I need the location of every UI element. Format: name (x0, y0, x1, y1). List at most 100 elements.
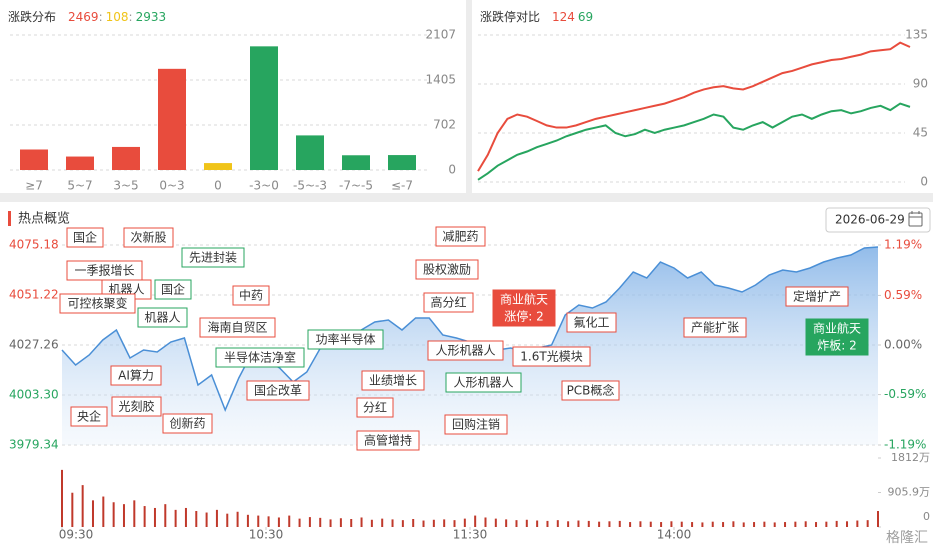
hot-tag: 机器人 (137, 307, 188, 328)
hot-tag: 氟化工 (566, 312, 617, 333)
volume-bar (339, 518, 342, 527)
y-tick-label: 1405 (425, 72, 456, 86)
y-tick-label: 2107 (425, 28, 456, 42)
tag-box (232, 285, 270, 306)
tag-text: 炸板: 2 (817, 339, 857, 353)
bar (204, 163, 232, 170)
volume-bar (61, 469, 63, 527)
volume-bar (288, 515, 291, 527)
volume-bar (680, 521, 683, 527)
hot-tag: 功率半导体 (307, 329, 384, 350)
tag-text: 国企改革 (254, 383, 302, 398)
tag-text: 人形机器人 (453, 376, 513, 390)
tag-text: 定增扩产 (793, 289, 841, 304)
tag-box (512, 346, 591, 367)
tag-text: 股权激励 (423, 263, 471, 277)
tag-box (683, 317, 747, 338)
hot-tag: 分红 (356, 397, 394, 418)
separator: : (99, 10, 103, 24)
tag-box (181, 247, 245, 268)
hot-tag: 国企 (154, 279, 192, 300)
hot-tag: 股权激励 (415, 259, 479, 280)
hot-tag: 光刻胶 (111, 396, 162, 417)
volume-bar (164, 504, 167, 527)
tag-box (561, 380, 620, 401)
x-tick-label: -7~-5 (339, 179, 373, 193)
y2-tick-label: -1.19% (884, 438, 926, 452)
tag-box (154, 279, 192, 300)
volume-bar (360, 517, 363, 527)
volume-bar (381, 518, 384, 527)
tag-box (423, 292, 474, 313)
calendar-icon[interactable] (908, 211, 923, 227)
volume-bar (195, 511, 198, 527)
hot-tag: 高管增持 (356, 430, 420, 451)
x-tick-label: -3~0 (249, 179, 279, 193)
volume-bar (846, 521, 849, 527)
tag-text: 涨停: 2 (504, 309, 544, 324)
tag-text: 次新股 (130, 230, 166, 245)
volume-bar (143, 506, 146, 527)
x-tick-label: ≤-7 (391, 179, 413, 193)
tag-text: 业绩增长 (369, 374, 417, 388)
volume-bar (71, 492, 74, 527)
tag-box (444, 414, 508, 435)
volume-bar (153, 507, 156, 527)
separator: : (129, 10, 133, 24)
tag-text: PCB概念 (567, 383, 615, 398)
volume-bar (877, 511, 879, 527)
watermark: 格隆汇 (886, 530, 928, 546)
x-tick-label: 5~7 (67, 179, 92, 193)
tag-text: 一季报增长 (74, 263, 134, 278)
volume-bar (422, 520, 425, 527)
tag-text: 中药 (239, 288, 263, 303)
volume-bar (474, 515, 477, 527)
summary-value: 2469 (68, 10, 99, 24)
date-picker[interactable] (825, 207, 931, 233)
volume-bar (463, 518, 466, 527)
tag-box (123, 227, 174, 248)
y-tick-label: 4003.30 (9, 388, 59, 402)
hot-tag: 创新药 (162, 413, 213, 434)
volume-bar (370, 519, 373, 527)
volume-bar (577, 520, 580, 527)
bar (342, 155, 370, 170)
tag-text: 半导体洁净室 (224, 350, 296, 365)
tag-box (356, 430, 420, 451)
volume-bar (784, 522, 787, 527)
volume-bar (608, 521, 611, 527)
volume-bar (308, 517, 311, 527)
x-tick-label: 0 (214, 179, 222, 193)
volume-bar (205, 512, 208, 527)
tag-box (110, 365, 162, 386)
tag-text: 回购注销 (452, 417, 500, 432)
volume-bar (81, 485, 84, 527)
y-tick-label: 45 (913, 126, 928, 140)
volume-bar (443, 519, 446, 527)
volume-bar (174, 509, 177, 527)
y2-tick-label: 1.19% (884, 238, 922, 252)
volume-bar (246, 514, 249, 527)
hot-tag: 业绩增长 (361, 370, 425, 391)
bar (158, 68, 186, 170)
volume-bar (525, 519, 528, 527)
hot-tag: 高分红 (423, 292, 474, 313)
volume-bar (794, 521, 797, 527)
volume-bar (505, 519, 508, 527)
volume-bar (91, 500, 94, 527)
volume-bar (298, 518, 301, 527)
volume-bar (319, 517, 322, 527)
date[interactable]: 2026-06-29 (835, 213, 905, 227)
y2-tick-label: 0.59% (884, 288, 922, 302)
volume-bar (226, 513, 229, 527)
y-tick-label: 4075.18 (9, 238, 59, 252)
tag-box (66, 227, 104, 248)
volume-bar (691, 522, 694, 527)
volume-bar (133, 500, 136, 527)
tag-text: 产能扩张 (691, 321, 739, 335)
volume-bar (536, 520, 539, 527)
panel-title: 涨跌停对比 124 69 (480, 9, 593, 24)
volume-bar (329, 519, 332, 527)
